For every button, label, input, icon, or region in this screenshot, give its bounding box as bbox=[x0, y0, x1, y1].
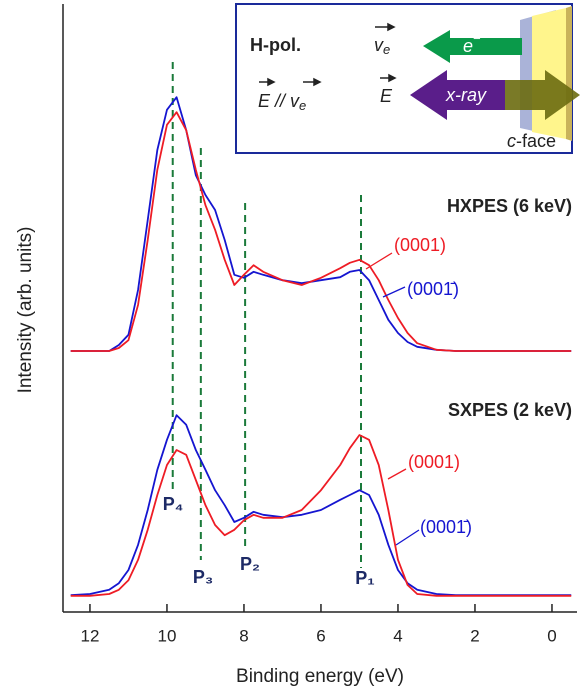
series-leader bbox=[365, 252, 393, 270]
xray-arrow-continued bbox=[505, 70, 580, 120]
velocity: v bbox=[374, 35, 384, 55]
series-leader bbox=[382, 286, 406, 298]
peak-label: P₃ bbox=[193, 567, 213, 587]
vector-arrows bbox=[259, 22, 397, 87]
electron-arrow bbox=[423, 30, 522, 63]
group-label: SXPES (2 keV) bbox=[448, 400, 572, 420]
peak-label: P₁ bbox=[355, 568, 374, 588]
x-tick-label: 6 bbox=[316, 626, 325, 645]
field-parallel-velocity: E // ve bbox=[258, 91, 306, 114]
field: E bbox=[258, 91, 271, 111]
x-tick-label: 10 bbox=[157, 626, 176, 645]
inset-frame bbox=[235, 3, 573, 154]
spectrum-line bbox=[70, 434, 572, 597]
field-label: E bbox=[380, 86, 393, 106]
electron-sup: − bbox=[473, 31, 481, 46]
face-italic: c bbox=[507, 131, 516, 151]
parallel: // bbox=[270, 91, 290, 111]
x-tick-label: 12 bbox=[80, 626, 99, 645]
series-label: (0001̄) bbox=[420, 517, 472, 537]
polarization: H-pol. bbox=[250, 35, 301, 55]
series-label: (0001) bbox=[408, 452, 460, 472]
xray-label: x-ray bbox=[445, 85, 487, 105]
series-leader bbox=[395, 529, 420, 546]
crystal-edge bbox=[566, 6, 572, 141]
electron: e bbox=[463, 36, 473, 56]
series-label: (0001̄) bbox=[407, 279, 459, 299]
y-axis-label: Intensity (arb. units) bbox=[15, 227, 36, 394]
x-axis-label: Binding energy (eV) bbox=[236, 666, 404, 687]
peak-label: P₄ bbox=[163, 494, 184, 514]
group-label: HXPES (6 keV) bbox=[447, 196, 572, 216]
vector-arrow-head bbox=[313, 77, 322, 87]
x-tick-label: 0 bbox=[547, 626, 556, 645]
x-tick-label: 2 bbox=[470, 626, 479, 645]
velocity-label: ve bbox=[374, 35, 390, 58]
series-leader bbox=[387, 468, 407, 480]
face-label: c-face bbox=[507, 131, 556, 151]
series-label: (0001) bbox=[394, 235, 446, 255]
electron-label: e− bbox=[463, 31, 481, 55]
spectrum-line bbox=[70, 414, 572, 597]
velocity: v bbox=[290, 91, 300, 111]
spectrum-line bbox=[70, 111, 572, 352]
vector-arrow-head bbox=[388, 73, 397, 83]
velocity-sub: e bbox=[383, 42, 390, 57]
face: -face bbox=[516, 131, 556, 151]
x-tick-label: 4 bbox=[393, 626, 402, 645]
vector-arrow-head bbox=[267, 77, 276, 87]
inset: H-pol. E // ve ve E e− x-ray c-face bbox=[235, 3, 580, 154]
velocity-sub: e bbox=[299, 98, 306, 113]
vector-arrow-head bbox=[387, 22, 396, 32]
x-tick-label: 8 bbox=[239, 626, 248, 645]
xray-arrow bbox=[410, 70, 505, 120]
peak-label: P₂ bbox=[240, 554, 260, 574]
spectrum-line bbox=[70, 96, 572, 352]
